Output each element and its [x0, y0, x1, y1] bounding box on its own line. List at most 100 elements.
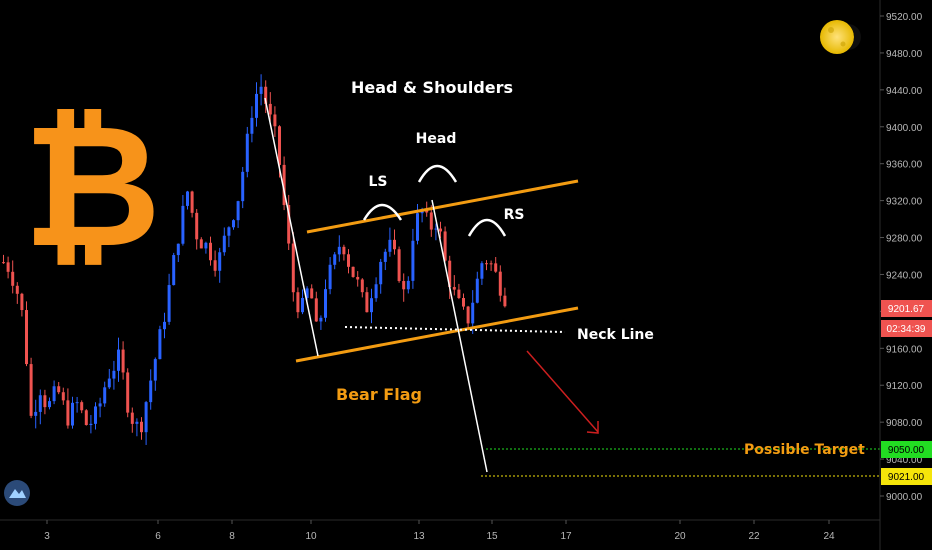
candle-up	[406, 280, 410, 290]
candle-up	[112, 370, 116, 379]
moon-icon	[820, 20, 861, 54]
candle-down	[66, 400, 70, 426]
candle-down	[80, 402, 84, 411]
y-tick-label: 9280.00	[886, 234, 923, 245]
candle-down	[397, 249, 401, 282]
candle-up	[153, 359, 157, 381]
candle-down	[494, 263, 498, 272]
time-axis[interactable]: 3 6 8 10 13 15 17 20 22 24	[0, 519, 880, 542]
y-tick-label: 9320.00	[886, 197, 923, 208]
down-arrow	[526, 350, 599, 434]
candle-down	[43, 395, 47, 408]
candle-up	[259, 86, 263, 94]
candle-up	[236, 201, 240, 221]
candle-down	[351, 266, 355, 277]
x-tick-label: 20	[674, 531, 686, 542]
candle-up	[370, 298, 373, 313]
candle-down	[213, 260, 217, 271]
drawings-layer	[264, 97, 880, 477]
candle-up	[71, 402, 74, 426]
candle-up	[218, 252, 222, 271]
drop-line-left[interactable]	[264, 97, 319, 357]
candle-up	[167, 285, 171, 322]
y-tick-label: 9120.00	[886, 381, 923, 392]
candle-down	[448, 260, 452, 288]
x-tick-label: 17	[560, 531, 572, 542]
candle-up	[232, 220, 235, 228]
candle-up	[324, 289, 327, 318]
candle-up	[107, 378, 111, 388]
candle-down	[393, 239, 396, 250]
rs-label: RS	[504, 207, 525, 223]
axis-corner[interactable]	[881, 521, 932, 550]
candle-up	[333, 254, 337, 265]
possible-target-label: Possible Target	[744, 442, 865, 458]
candle-up	[480, 263, 484, 279]
candle-up	[52, 386, 56, 402]
candle-down	[209, 242, 212, 261]
candle-up	[38, 395, 42, 412]
candle-up	[301, 297, 304, 313]
x-tick-label: 22	[748, 531, 760, 542]
candle-up	[158, 329, 162, 360]
target-1-text: 9050.00	[888, 445, 925, 456]
candle-up	[117, 349, 120, 371]
candle-up	[374, 284, 378, 299]
candle-down	[121, 349, 125, 373]
candle-down	[29, 364, 33, 416]
bitcoin-logo: ₿	[23, 88, 162, 286]
candle-down	[11, 271, 15, 286]
candle-up	[144, 402, 148, 433]
candle-down	[296, 292, 300, 313]
candle-down	[61, 392, 65, 401]
neck-line[interactable]	[344, 326, 566, 333]
price-axis[interactable]: 9520.00 9480.00 9440.00 9400.00 9360.00 9320.…	[879, 0, 923, 550]
y-tick-label: 9040.00	[886, 455, 923, 466]
candle-down	[126, 372, 130, 413]
channel-upper-line[interactable]	[306, 179, 579, 234]
y-tick-label: 9240.00	[886, 270, 923, 281]
candle-down	[360, 279, 364, 293]
candle-down	[199, 239, 203, 249]
candle-up	[434, 228, 438, 230]
candle-up	[181, 205, 185, 244]
x-tick-label: 8	[229, 531, 235, 542]
candle-up	[250, 117, 254, 134]
y-tick-label: 9520.00	[886, 12, 923, 23]
candle-up	[328, 264, 332, 290]
candle-up	[135, 421, 139, 424]
candle-down	[356, 276, 360, 280]
candle-up	[163, 321, 166, 330]
y-tick-label: 9160.00	[886, 344, 923, 355]
y-tick-label: 9360.00	[886, 160, 923, 171]
bear-flag-label: Bear Flag	[336, 385, 422, 404]
y-tick-label: 9440.00	[886, 86, 923, 97]
candle-up	[319, 317, 323, 322]
neck-line-label: Neck Line	[577, 327, 654, 343]
candle-up	[379, 261, 383, 285]
candle-down	[57, 386, 61, 393]
candle-down	[282, 164, 286, 206]
candle-down	[457, 289, 461, 298]
price-tag-countdown: 02:34:39	[881, 320, 932, 337]
candle-down	[452, 287, 456, 290]
channel-lower-line[interactable]	[295, 306, 579, 363]
chart-title: Head & Shoulders	[351, 78, 513, 97]
x-tick-label: 15	[486, 531, 498, 542]
tradingview-logo-icon[interactable]	[4, 480, 30, 506]
rs-arc	[467, 218, 507, 237]
candle-down	[347, 254, 350, 267]
candle-up	[241, 171, 245, 202]
candle-up	[176, 243, 180, 256]
candle-up	[227, 227, 231, 236]
svg-text:₿: ₿	[23, 88, 162, 286]
x-tick-label: 24	[823, 531, 835, 542]
ls-arc	[362, 203, 403, 221]
candle-down	[6, 262, 10, 272]
candle-up	[94, 406, 97, 424]
drop-line-right[interactable]	[431, 199, 488, 473]
x-tick-label: 10	[305, 531, 317, 542]
candle-up	[75, 402, 79, 404]
candle-down	[190, 191, 194, 213]
